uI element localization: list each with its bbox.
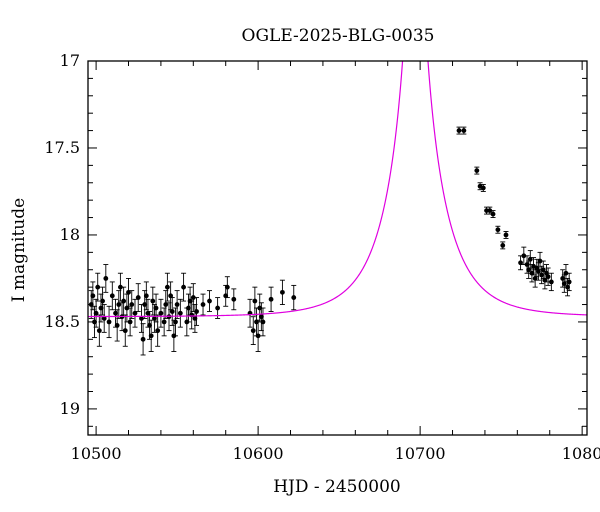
data-point (103, 264, 109, 293)
data-point (153, 293, 159, 323)
data-point (207, 290, 213, 312)
data-point (503, 231, 509, 239)
data-point (122, 314, 128, 347)
data-point (548, 272, 554, 292)
x-tick-label: 10600 (233, 444, 284, 463)
data-point (164, 272, 170, 302)
data-point (250, 316, 256, 345)
data-point (260, 307, 266, 337)
data-point (200, 293, 206, 316)
plot-frame (87, 60, 588, 436)
data-point (169, 297, 175, 326)
data-point (109, 281, 115, 311)
data-point (215, 297, 221, 319)
data-point (252, 286, 258, 316)
data-point (518, 255, 524, 271)
data-point (231, 288, 237, 311)
data-point (140, 323, 146, 356)
data-point (500, 241, 506, 250)
x-tick-label: 10700 (395, 444, 446, 463)
x-axis-label: HJD - 2450000 (273, 477, 401, 497)
data-point (129, 290, 135, 319)
y-tick-label: 18.5 (44, 312, 80, 331)
axis-ticks (88, 60, 587, 435)
data-point (132, 298, 138, 328)
data-point (480, 184, 486, 192)
data-point (135, 283, 141, 312)
y-tick-label: 19 (60, 399, 80, 418)
data-point (247, 298, 253, 328)
data-point (172, 307, 178, 337)
data-point (456, 126, 462, 135)
data-point (96, 314, 102, 347)
data-point (158, 298, 164, 328)
data-point (535, 262, 541, 281)
data-point (268, 286, 274, 312)
data-point (521, 246, 527, 265)
data-point (155, 314, 161, 347)
tick-labels: 10500 10600 10700 1080 17 17.5 18 18.5 19 (44, 51, 600, 463)
data-point (545, 267, 551, 286)
model-curve (88, 61, 587, 318)
data-point (114, 309, 120, 342)
data-point (181, 272, 187, 302)
data-points (88, 126, 572, 356)
data-point (526, 260, 532, 279)
data-point (474, 166, 480, 175)
data-point (490, 210, 496, 219)
data-point (174, 290, 180, 319)
y-tick-label: 17.5 (44, 138, 80, 157)
y-axis-label: I magnitude (9, 198, 29, 302)
data-point (101, 304, 107, 333)
data-point (168, 281, 174, 311)
y-tick-label: 17 (60, 51, 80, 70)
x-tick-label: 1080 (562, 444, 600, 463)
data-point (279, 279, 285, 305)
data-point (291, 284, 297, 311)
chart-title: OGLE-2025-BLG-0035 (242, 26, 435, 46)
data-point (177, 298, 183, 328)
data-point (100, 286, 106, 316)
x-tick-label: 10500 (71, 444, 122, 463)
data-point (224, 276, 230, 299)
y-tick-label: 18 (60, 225, 80, 244)
data-point (194, 297, 200, 326)
data-point (106, 305, 112, 339)
data-point (461, 126, 467, 135)
data-point (95, 272, 101, 302)
data-point (566, 272, 572, 292)
data-point (495, 225, 501, 234)
